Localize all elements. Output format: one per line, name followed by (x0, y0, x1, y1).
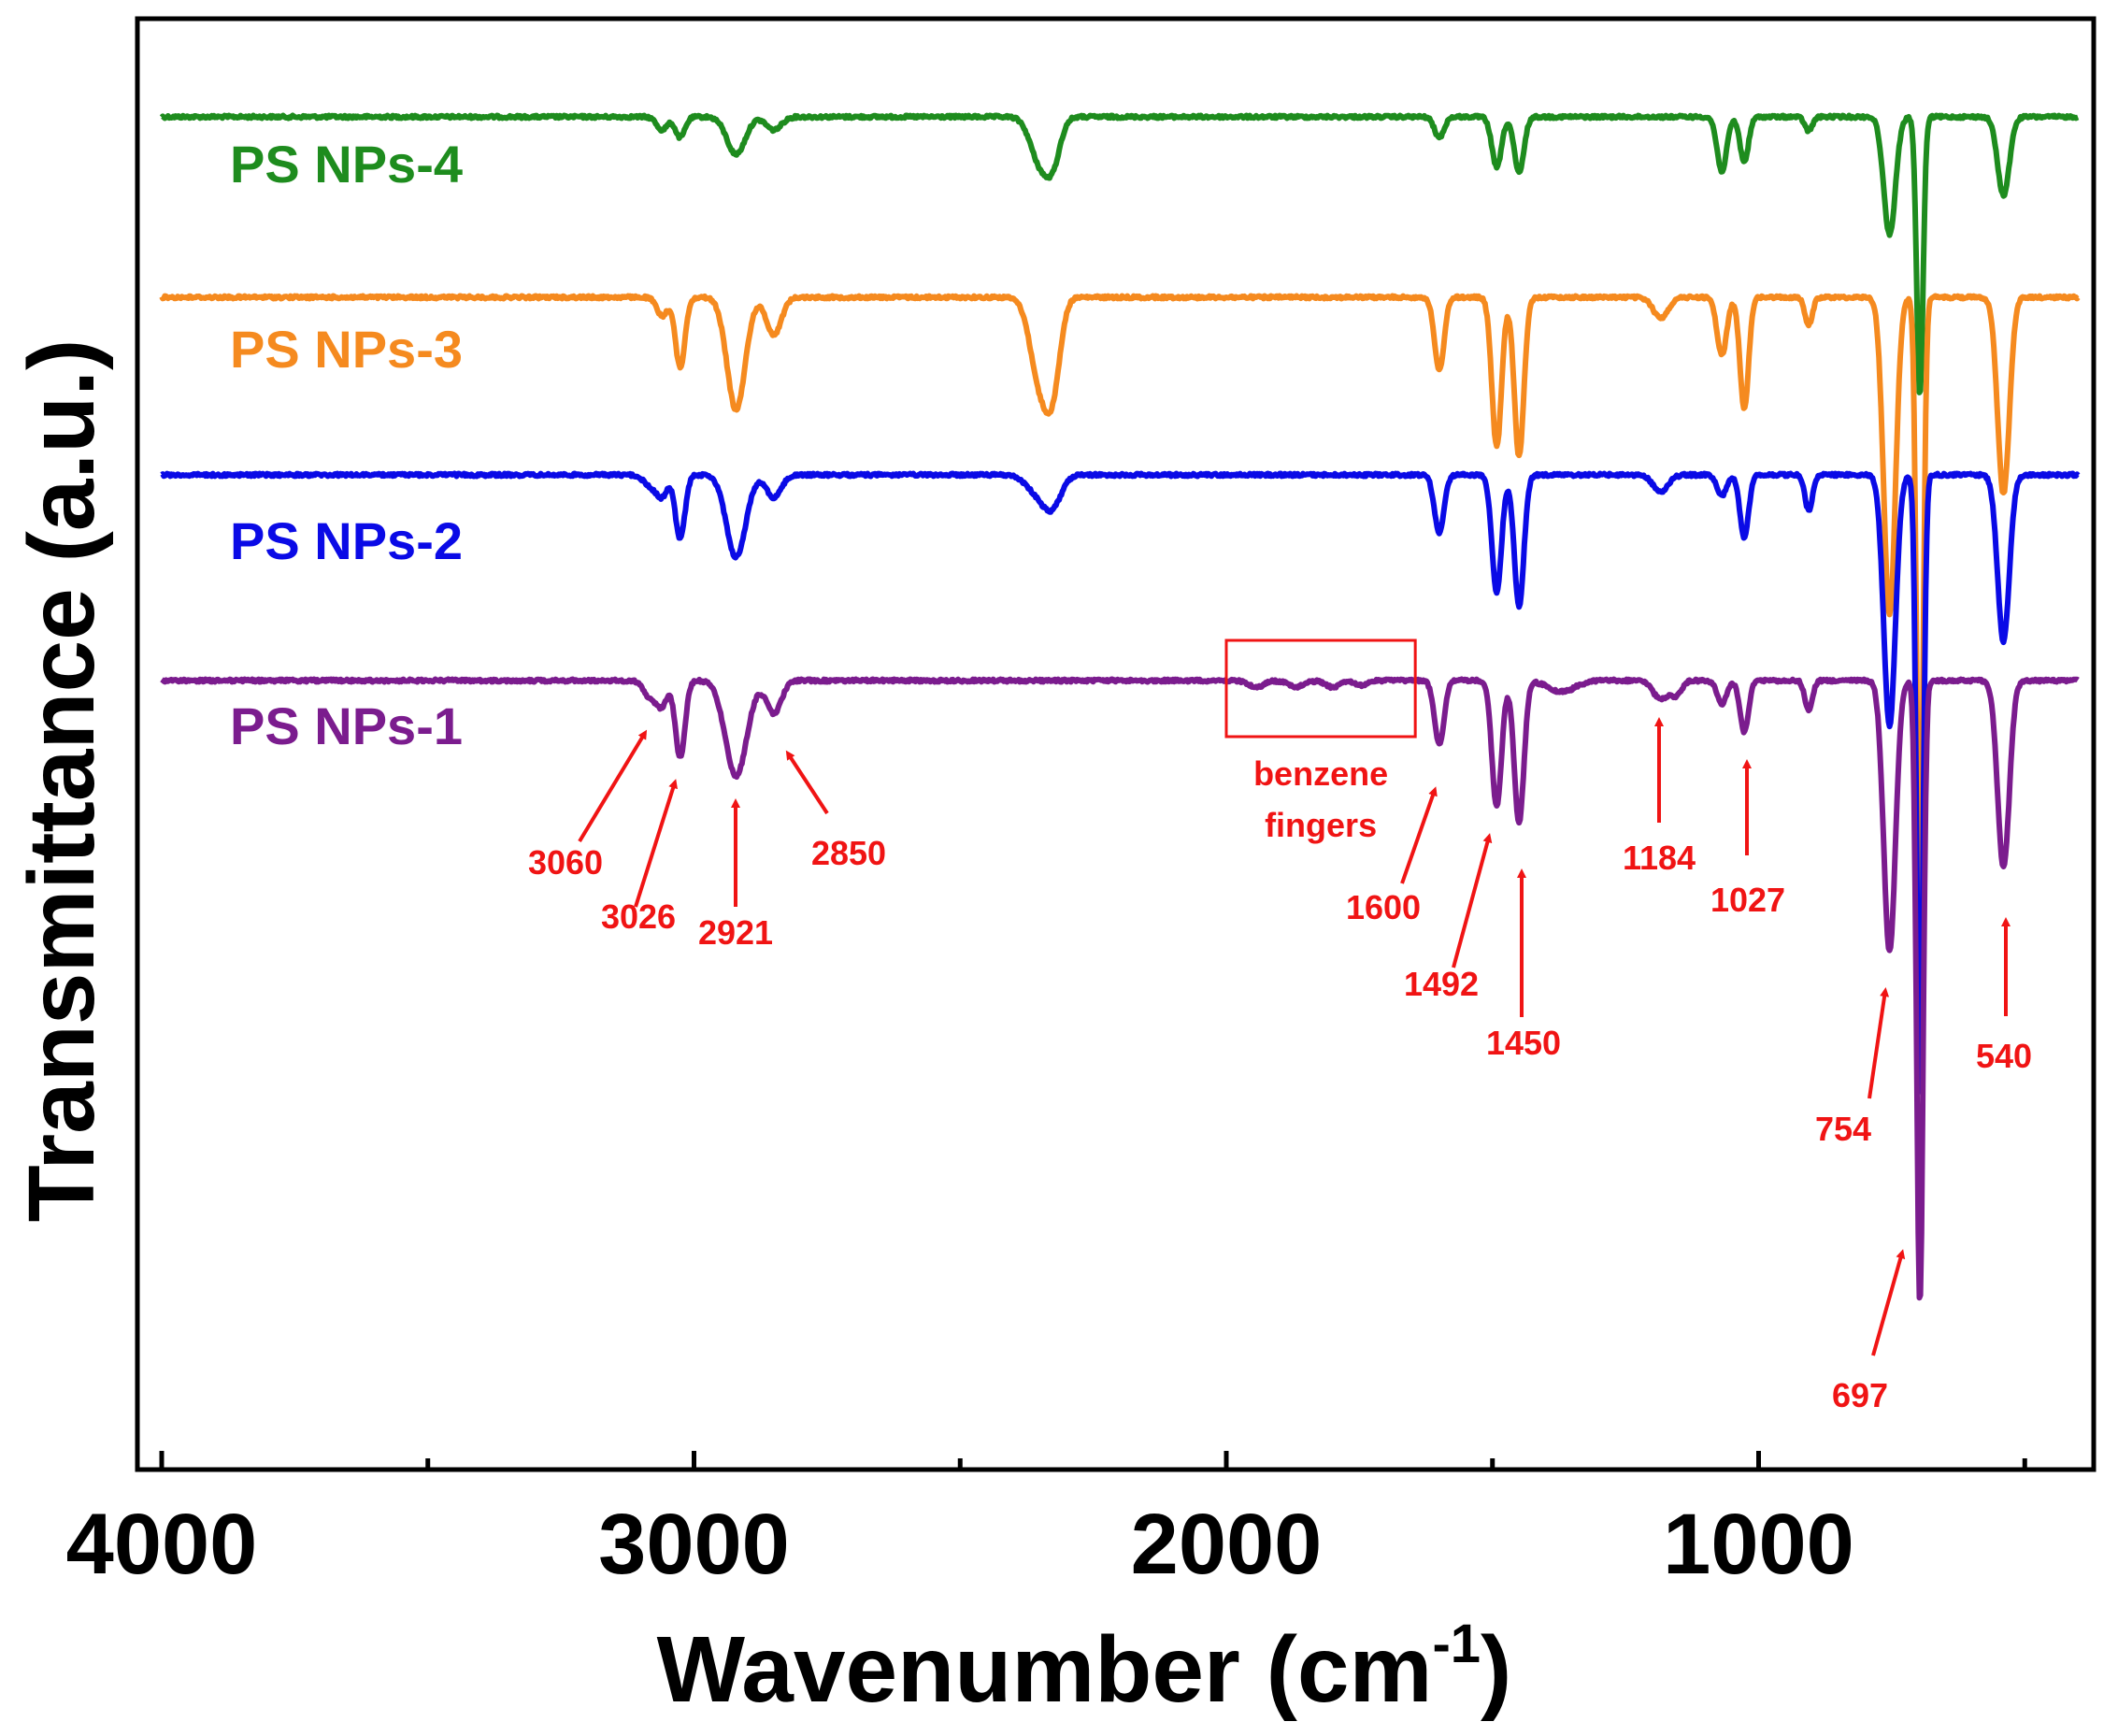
x-tick-label: 1000 (1663, 1497, 1854, 1592)
x-axis-title-superscript: -1 (1432, 1614, 1481, 1674)
series-line-ps-nps-2 (160, 470, 2081, 1095)
peak-arrow-1492 (1452, 833, 1493, 968)
x-tick-label: 2000 (1131, 1497, 1323, 1592)
peak-arrow-1600 (1400, 786, 1438, 884)
series-line-ps-nps-4 (159, 112, 2081, 395)
series-line-ps-nps-3 (159, 293, 2081, 917)
peak-label-697: 697 (1832, 1376, 1888, 1414)
x-tick-label: 3000 (598, 1497, 790, 1592)
series-label-ps-nps-2: PS NPs-2 (230, 511, 463, 570)
series-line-ps-nps-1 (160, 676, 2081, 1301)
peak-label-1184: 1184 (1623, 839, 1696, 877)
peak-arrow-697 (1871, 1249, 1906, 1356)
x-tick-label: 4000 (66, 1497, 258, 1592)
x-axis-title-close: ) (1481, 1617, 1511, 1722)
peak-label-754: 754 (1815, 1110, 1871, 1148)
peak-arrow-3060 (578, 729, 648, 843)
series-label-ps-nps-4: PS NPs-4 (230, 135, 463, 194)
benzene-fingers-box (1224, 638, 1417, 739)
x-axis-title: Wavenumber (cm-1) (657, 1614, 1512, 1722)
peak-label-2850: 2850 (811, 834, 886, 872)
series-traces (159, 112, 2081, 1301)
peak-label-2921: 2921 (698, 913, 773, 952)
peak-arrow-2850 (785, 750, 829, 815)
series-label-ps-nps-3: PS NPs-3 (230, 320, 463, 379)
series-label-ps-nps-1: PS NPs-1 (230, 696, 463, 755)
peak-label-1450: 1450 (1486, 1024, 1561, 1062)
peak-label-3060: 3060 (528, 843, 603, 882)
peak-label-540: 540 (1976, 1037, 2032, 1075)
peak-label-1492: 1492 (1404, 965, 1479, 1003)
peak-label-3026: 3026 (601, 897, 676, 936)
plot-frame (135, 16, 2097, 1472)
benzene-fingers-label-line2: fingers (1265, 806, 1377, 844)
peak-arrow-754 (1868, 987, 1890, 1099)
peak-label-1027: 1027 (1710, 881, 1785, 919)
y-axis-title: Transmittance (a.u.) (9, 339, 114, 1223)
peak-arrow-3026 (634, 779, 678, 908)
x-axis-title-main: Wavenumber (cm (657, 1617, 1433, 1722)
peak-label-1600: 1600 (1346, 888, 1421, 926)
benzene-fingers-label-line1: benzene (1253, 754, 1388, 793)
x-axis-ticks: 4000 3000 2000 1000 (66, 1451, 2027, 1592)
